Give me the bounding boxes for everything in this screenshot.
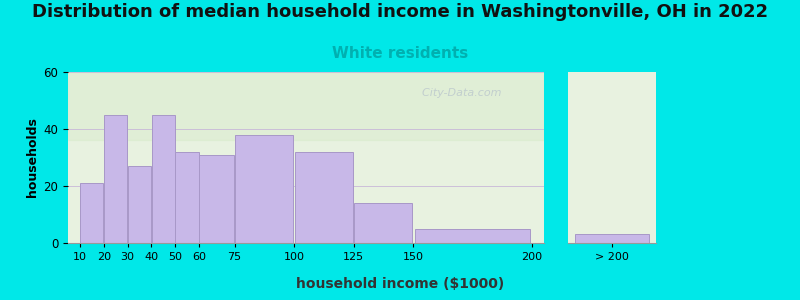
Bar — [415, 229, 530, 243]
Text: household income ($1000): household income ($1000) — [296, 277, 504, 291]
Text: City-Data.com: City-Data.com — [415, 88, 502, 98]
Bar — [354, 203, 412, 243]
Bar — [175, 152, 198, 243]
Bar — [235, 135, 294, 243]
Bar — [199, 154, 234, 243]
Text: Distribution of median household income in Washingtonville, OH in 2022: Distribution of median household income … — [32, 3, 768, 21]
Bar — [128, 166, 151, 243]
Text: White residents: White residents — [332, 46, 468, 62]
Bar — [295, 152, 353, 243]
Y-axis label: households: households — [26, 118, 39, 197]
Bar — [574, 235, 650, 243]
Bar — [80, 183, 103, 243]
Bar — [104, 115, 127, 243]
Bar — [68, 72, 544, 140]
Bar — [152, 115, 174, 243]
